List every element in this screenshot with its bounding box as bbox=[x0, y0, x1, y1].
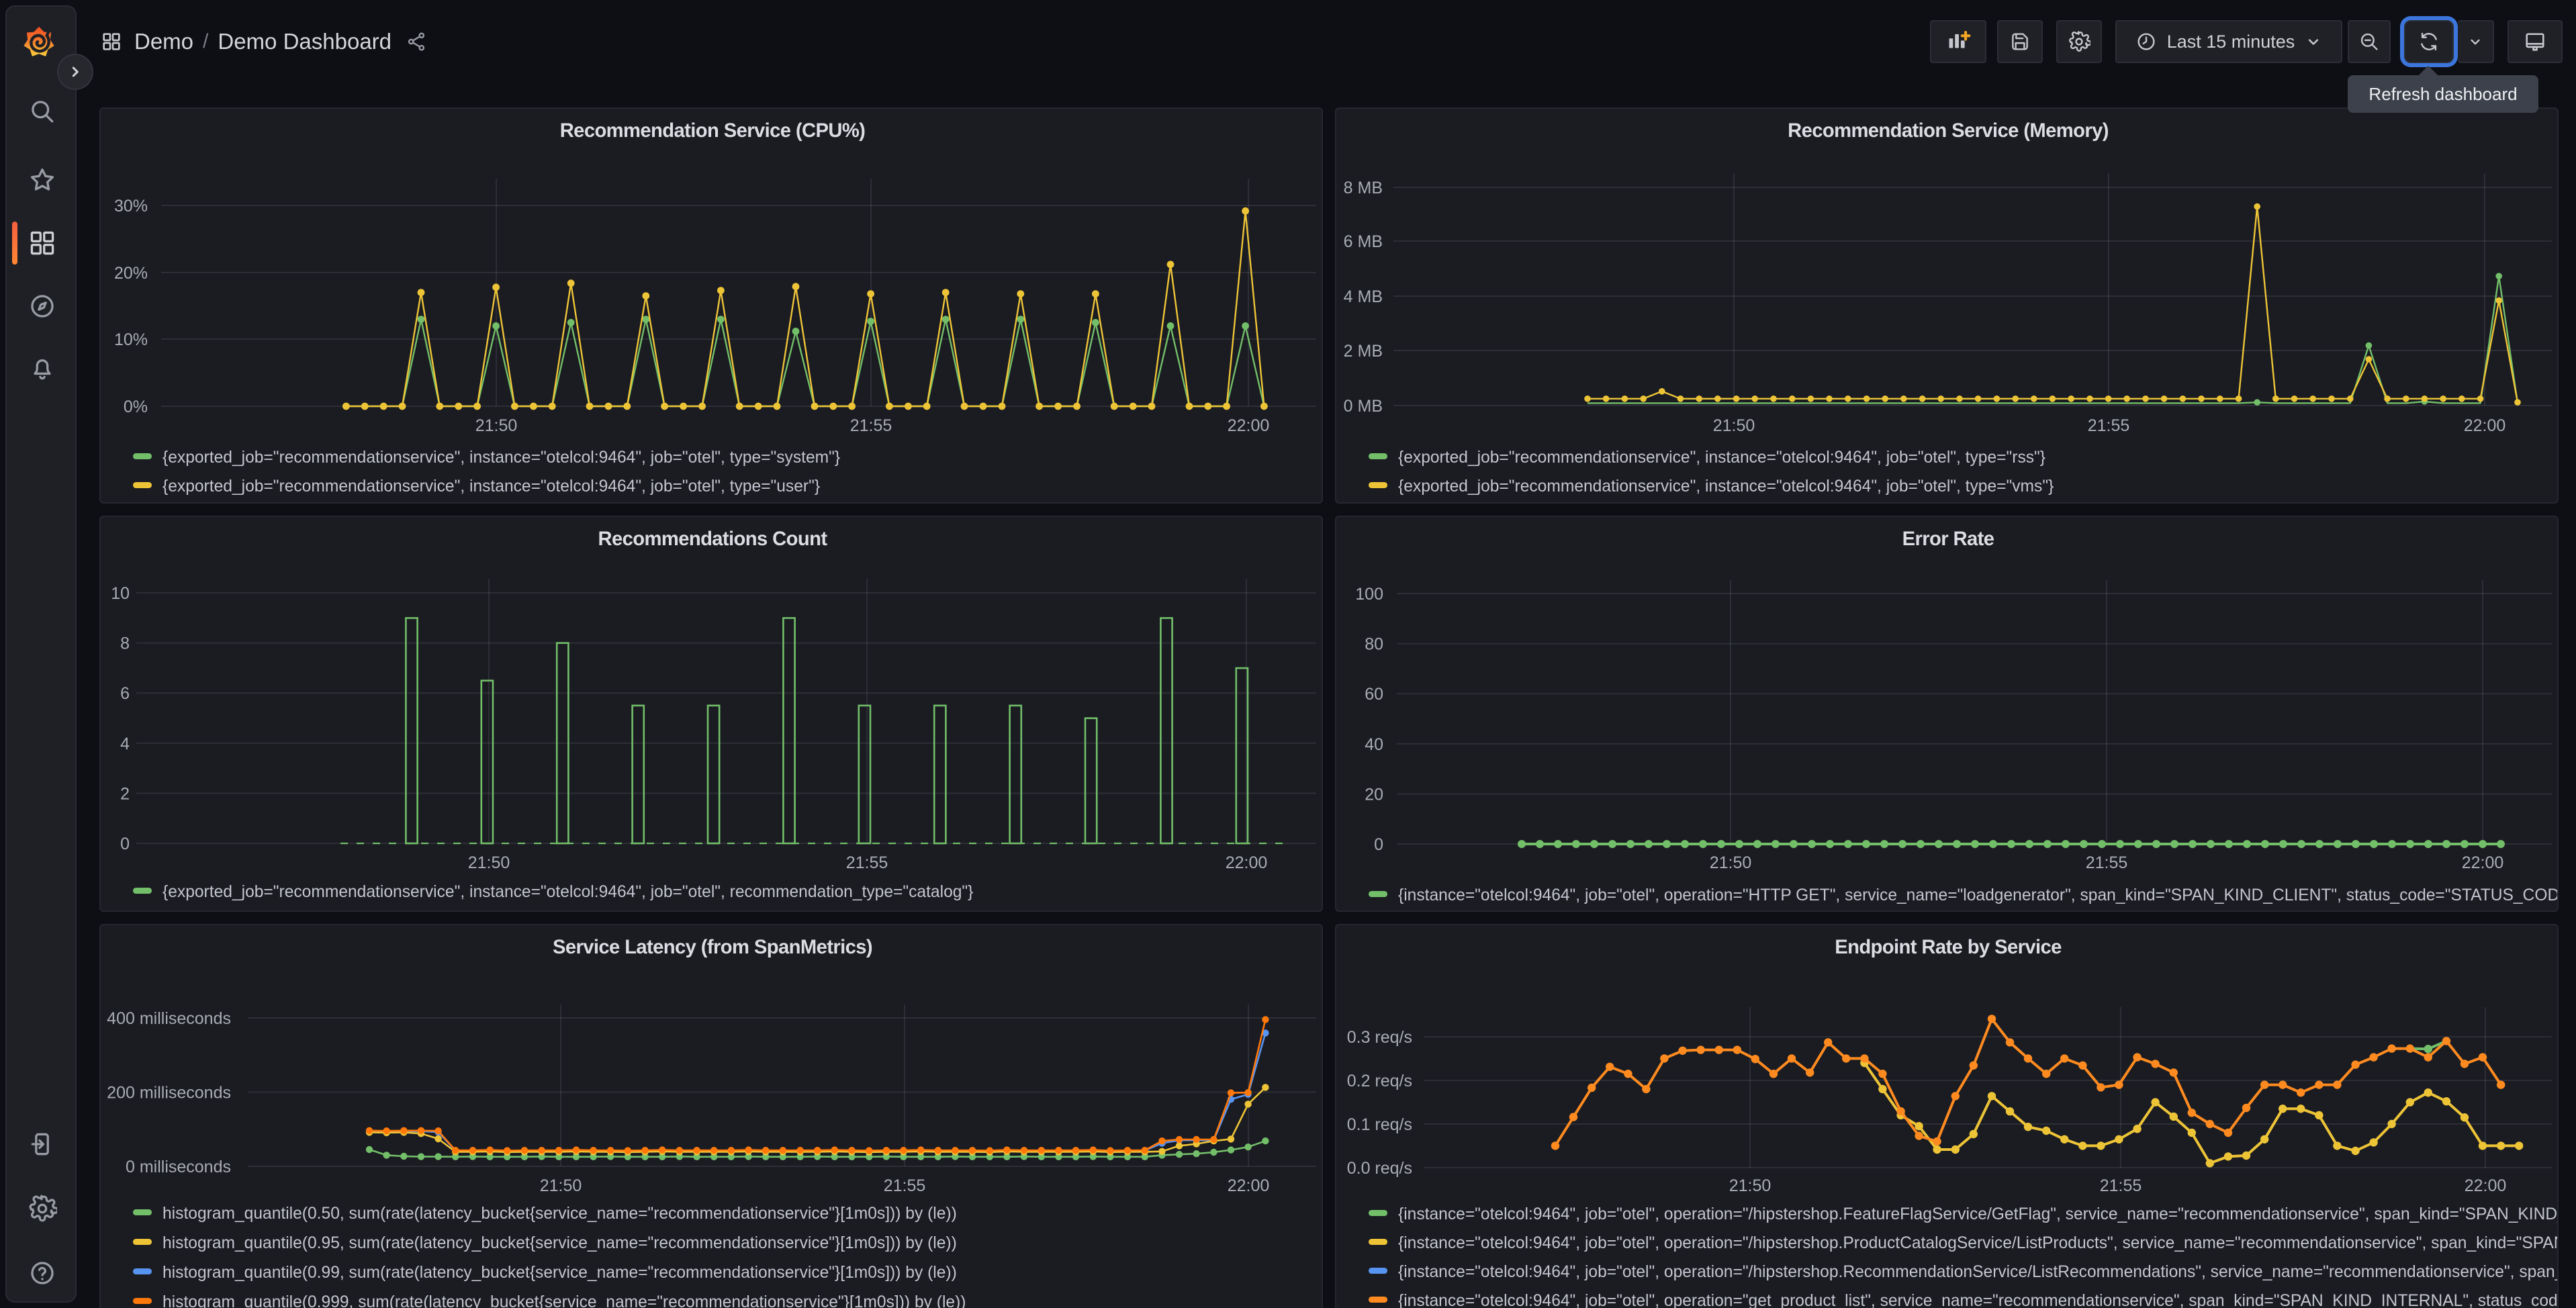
svg-text:Recommendation Service (CPU%): Recommendation Service (CPU%) bbox=[560, 120, 866, 142]
svg-text:10: 10 bbox=[111, 584, 130, 603]
svg-text:22:00: 22:00 bbox=[2464, 416, 2506, 435]
svg-text:22:00: 22:00 bbox=[1226, 853, 1268, 872]
svg-text:21:50: 21:50 bbox=[1713, 416, 1755, 435]
svg-text:80: 80 bbox=[1365, 635, 1383, 654]
svg-text:21:50: 21:50 bbox=[540, 1176, 582, 1195]
svg-text:60: 60 bbox=[1365, 685, 1383, 704]
svg-text:histogram_quantile(0.99, sum(r: histogram_quantile(0.99, sum(rate(latenc… bbox=[163, 1264, 957, 1282]
svg-text:0 milliseconds: 0 milliseconds bbox=[126, 1158, 231, 1176]
svg-text:22:00: 22:00 bbox=[2462, 853, 2504, 872]
svg-text:200 milliseconds: 200 milliseconds bbox=[107, 1084, 231, 1103]
svg-text:{instance="otelcol:9464", job=: {instance="otelcol:9464", job="otel", op… bbox=[1398, 1234, 2559, 1252]
svg-text:0 MB: 0 MB bbox=[1344, 397, 1383, 416]
svg-text:8: 8 bbox=[120, 635, 130, 653]
svg-text:21:55: 21:55 bbox=[850, 416, 892, 435]
svg-text:21:50: 21:50 bbox=[468, 853, 510, 872]
svg-text:4 MB: 4 MB bbox=[1344, 287, 1383, 306]
svg-text:{exported_job="recommendations: {exported_job="recommendationservice", i… bbox=[1398, 449, 2045, 467]
svg-text:20: 20 bbox=[1365, 785, 1383, 804]
svg-text:0.2 req/s: 0.2 req/s bbox=[1347, 1072, 1412, 1090]
svg-text:{exported_job="recommendations: {exported_job="recommendationservice", i… bbox=[163, 883, 973, 901]
svg-text:6: 6 bbox=[120, 684, 130, 703]
svg-text:400 milliseconds: 400 milliseconds bbox=[107, 1009, 231, 1028]
svg-text:21:55: 21:55 bbox=[2088, 416, 2130, 435]
svg-text:0.0 req/s: 0.0 req/s bbox=[1347, 1159, 1412, 1178]
svg-text:{instance="otelcol:9464", job=: {instance="otelcol:9464", job="otel", op… bbox=[1398, 1205, 2559, 1223]
svg-text:20%: 20% bbox=[114, 264, 148, 283]
svg-text:22:00: 22:00 bbox=[1228, 416, 1270, 435]
svg-text:4: 4 bbox=[120, 735, 130, 753]
svg-text:Recommendations Count: Recommendations Count bbox=[598, 528, 828, 550]
svg-text:histogram_quantile(0.999, sum(: histogram_quantile(0.999, sum(rate(laten… bbox=[163, 1293, 966, 1308]
svg-text:8 MB: 8 MB bbox=[1344, 179, 1383, 197]
svg-text:40: 40 bbox=[1365, 735, 1383, 754]
svg-text:{exported_job="recommendations: {exported_job="recommendationservice", i… bbox=[163, 449, 840, 467]
svg-text:Service Latency (from SpanMetr: Service Latency (from SpanMetrics) bbox=[553, 937, 872, 958]
svg-text:0: 0 bbox=[120, 835, 130, 853]
svg-text:Error Rate: Error Rate bbox=[1902, 528, 1994, 550]
svg-text:21:55: 21:55 bbox=[884, 1176, 926, 1195]
svg-text:0.3 req/s: 0.3 req/s bbox=[1347, 1028, 1412, 1047]
svg-text:21:55: 21:55 bbox=[846, 853, 888, 872]
svg-text:21:50: 21:50 bbox=[1729, 1176, 1772, 1195]
svg-text:30%: 30% bbox=[114, 197, 148, 216]
svg-text:histogram_quantile(0.50, sum(r: histogram_quantile(0.50, sum(rate(latenc… bbox=[163, 1205, 957, 1223]
svg-text:2 MB: 2 MB bbox=[1344, 342, 1383, 361]
svg-text:6 MB: 6 MB bbox=[1344, 232, 1383, 251]
svg-text:{instance="otelcol:9464", job=: {instance="otelcol:9464", job="otel", op… bbox=[1398, 1292, 2559, 1308]
svg-text:2: 2 bbox=[120, 784, 130, 803]
svg-text:10%: 10% bbox=[114, 330, 148, 349]
svg-text:{instance="otelcol:9464", job=: {instance="otelcol:9464", job="otel", op… bbox=[1398, 886, 2559, 904]
svg-text:22:00: 22:00 bbox=[1228, 1176, 1270, 1195]
svg-text:Endpoint Rate by Service: Endpoint Rate by Service bbox=[1835, 937, 2062, 958]
svg-text:100: 100 bbox=[1355, 585, 1383, 604]
svg-text:0: 0 bbox=[1374, 835, 1383, 854]
svg-text:0.1 req/s: 0.1 req/s bbox=[1347, 1115, 1412, 1134]
svg-text:{exported_job="recommendations: {exported_job="recommendationservice", i… bbox=[1398, 477, 2054, 496]
svg-text:histogram_quantile(0.95, sum(r: histogram_quantile(0.95, sum(rate(latenc… bbox=[163, 1234, 957, 1252]
svg-text:21:50: 21:50 bbox=[1710, 853, 1752, 872]
svg-text:{instance="otelcol:9464", job=: {instance="otelcol:9464", job="otel", op… bbox=[1398, 1263, 2559, 1281]
svg-text:{exported_job="recommendations: {exported_job="recommendationservice", i… bbox=[163, 477, 820, 496]
svg-text:21:55: 21:55 bbox=[2086, 853, 2128, 872]
svg-text:0%: 0% bbox=[124, 398, 148, 416]
svg-text:21:50: 21:50 bbox=[475, 416, 518, 435]
svg-text:22:00: 22:00 bbox=[2465, 1176, 2507, 1195]
svg-text:21:55: 21:55 bbox=[2100, 1176, 2142, 1195]
svg-text:Recommendation Service (Memory: Recommendation Service (Memory) bbox=[1788, 120, 2109, 142]
